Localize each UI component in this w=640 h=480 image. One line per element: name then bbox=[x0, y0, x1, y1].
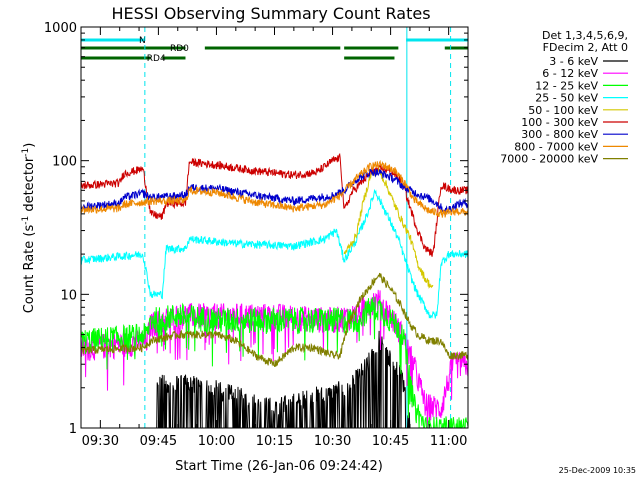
series-line-8 bbox=[80, 272, 469, 367]
x-axis: 09:30 09:45 10:00 10:15 10:30 10:45 11:00 bbox=[80, 27, 469, 449]
timestamp: 25-Dec-2009 10:35 bbox=[559, 466, 636, 475]
legend-label-1: 6 - 12 keV bbox=[542, 67, 598, 80]
legend-header-2: FDecim 2, Att 0 bbox=[543, 41, 628, 54]
legend-label-4: 50 - 100 keV bbox=[528, 104, 598, 117]
y-axis-label: Count Rate (s-1 detector-1) bbox=[21, 143, 37, 314]
flag-bars: N RD0 RD4 bbox=[81, 36, 468, 64]
series-line-4 bbox=[343, 166, 434, 289]
legend-header-1: Det 1,3,4,5,6,9, bbox=[542, 29, 628, 42]
x-axis-label: Start Time (26-Jan-06 09:24:42) bbox=[175, 459, 383, 474]
legend-label-0: 3 - 6 keV bbox=[549, 55, 598, 68]
series-line-6 bbox=[80, 167, 469, 215]
x-tick-label-2: 10:00 bbox=[198, 434, 235, 449]
x-tick-label-3: 10:15 bbox=[256, 434, 293, 449]
y-tick-label-3: 1000 bbox=[44, 21, 77, 36]
legend-label-2: 12 - 25 keV bbox=[535, 79, 598, 92]
y-tick-label-0: 1 bbox=[69, 422, 77, 437]
legend-label-7: 800 - 7000 keV bbox=[514, 140, 598, 153]
flag-label-rd4: RD4 bbox=[147, 54, 166, 64]
x-tick-label-6: 11:00 bbox=[430, 434, 467, 449]
series-line-3 bbox=[80, 188, 469, 319]
mode-change-lines bbox=[144, 27, 452, 428]
series-line-2 bbox=[80, 296, 469, 429]
series-line-7 bbox=[80, 159, 469, 218]
flag-label-rd0: RD0 bbox=[170, 44, 189, 54]
x-tick-label-0: 09:30 bbox=[82, 434, 119, 449]
y-tick-label-1: 10 bbox=[60, 288, 77, 303]
flag-label-n: N bbox=[139, 36, 146, 46]
x-tick-label-5: 10:45 bbox=[372, 434, 409, 449]
legend-label-5: 100 - 300 keV bbox=[521, 116, 598, 129]
chart-title: HESSI Observing Summary Count Rates bbox=[111, 4, 430, 23]
x-tick-label-4: 10:30 bbox=[314, 434, 351, 449]
series-line-1 bbox=[80, 289, 469, 429]
plot-frame bbox=[80, 26, 469, 429]
legend: Det 1,3,4,5,6,9, FDecim 2, Att 0 3 - 6 k… bbox=[500, 29, 628, 166]
series-lines bbox=[80, 152, 469, 429]
y-tick-label-2: 100 bbox=[52, 155, 77, 170]
x-tick-label-1: 09:45 bbox=[140, 434, 177, 449]
legend-label-6: 300 - 800 keV bbox=[521, 128, 598, 141]
y-axis: 1 10 100 1000 bbox=[44, 21, 468, 437]
legend-label-3: 25 - 50 keV bbox=[535, 92, 598, 105]
legend-label-8: 7000 - 20000 keV bbox=[500, 153, 598, 166]
